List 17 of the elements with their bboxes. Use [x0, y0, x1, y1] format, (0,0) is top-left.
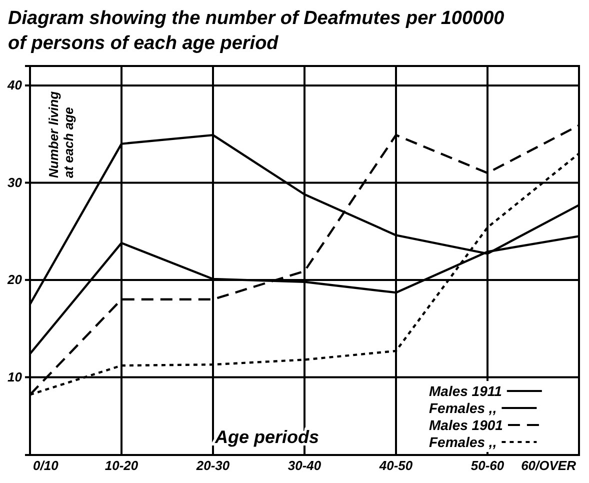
- chart-title: Diagram showing the number of Deafmutes per 100000 of persons of each age period: [8, 8, 505, 54]
- x-tick-label: 40-50: [378, 458, 414, 474]
- x-tick-label: 30-40: [288, 458, 322, 474]
- y-tick-label: 40: [6, 78, 23, 93]
- x-tick-label: 0/10: [33, 458, 60, 474]
- legend-label: Males 1911: [429, 383, 502, 399]
- legend-label: Females ,,: [429, 400, 497, 416]
- legend-label: Females ,,: [429, 434, 497, 450]
- legend-label: Males 1901: [429, 417, 504, 433]
- y-tick-label: 30: [8, 174, 23, 190]
- x-tick-label: 20-30: [195, 458, 230, 474]
- y-tick-label: 10: [8, 369, 23, 384]
- y-axis-title: Number living at each age: [46, 91, 76, 178]
- x-tick-label: 50-60: [470, 458, 505, 474]
- x-tick-label: 10-20: [104, 458, 139, 474]
- y-tick-label: 20: [6, 272, 23, 288]
- x-tick-label: 60/OVER: [521, 458, 577, 474]
